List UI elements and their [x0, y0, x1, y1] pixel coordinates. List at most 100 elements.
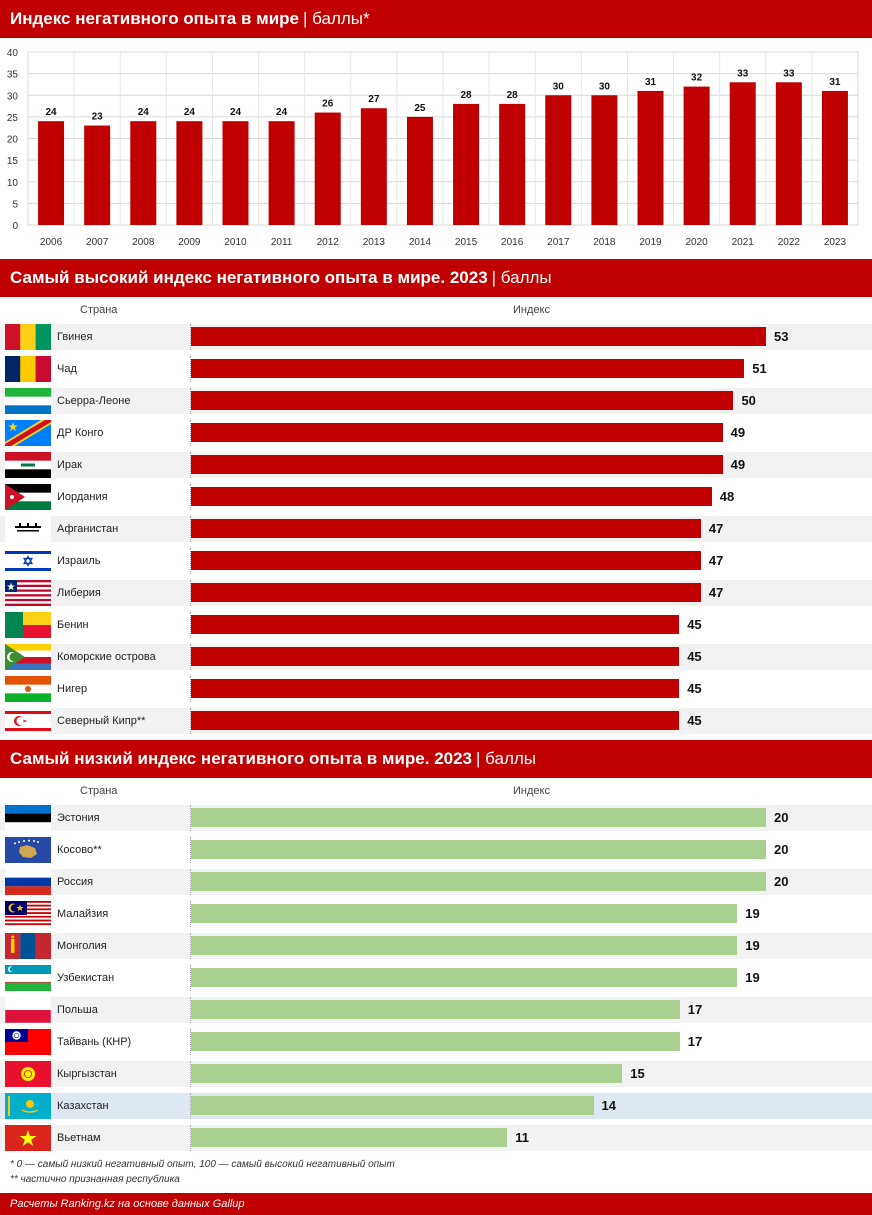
column-divider	[190, 1093, 191, 1119]
country-name: ДР Конго	[57, 427, 104, 439]
country-name: Вьетнам	[57, 1132, 101, 1144]
low-ranking-row: Россия 20	[0, 869, 872, 895]
high-ranking-row: Бенин 45	[0, 612, 872, 638]
high-section-unit: | баллы	[491, 268, 552, 287]
column-divider	[190, 452, 191, 478]
x-tick-label: 2008	[132, 237, 155, 248]
bar	[191, 583, 701, 602]
low-section-banner: Самый низкий индекс негативного опыта в …	[0, 740, 872, 778]
sierra-leone-flag-icon	[5, 388, 51, 414]
data-label: 45	[687, 649, 702, 664]
data-label: 20	[774, 810, 789, 825]
footnote-scale: * 0 — самый низкий негативный опыт, 100 …	[10, 1159, 395, 1170]
country-name: Сьерра-Леоне	[57, 395, 131, 407]
bar	[191, 551, 701, 570]
data-label: 17	[687, 1002, 703, 1017]
data-label: 32	[691, 73, 703, 84]
data-label: 24	[230, 107, 242, 118]
bar	[683, 86, 710, 225]
estonia-flag-icon	[5, 805, 51, 831]
yearly-column-chart: 0 5 10 15 20 25 30 35 40 24 2006 23 2007 24 2008 24 2009…	[7, 48, 859, 248]
country-name: Россия	[57, 876, 94, 888]
uzbekistan-flag-icon	[5, 965, 51, 991]
bar	[406, 116, 433, 225]
bar	[591, 95, 618, 225]
country-name: Нигер	[57, 683, 88, 695]
high-ranking-row: Чад 51	[0, 356, 872, 382]
data-label: 23	[92, 112, 104, 123]
bar	[191, 455, 723, 474]
bar	[499, 103, 526, 225]
footnotes: * 0 — самый низкий негативный опыт, 100 …	[10, 1157, 395, 1187]
column-divider	[190, 708, 191, 734]
y-tick-label: 10	[7, 178, 19, 189]
y-tick-label: 5	[12, 199, 18, 210]
column-divider	[190, 516, 191, 542]
bar	[191, 968, 738, 987]
bar	[637, 90, 664, 225]
x-tick-label: 2012	[317, 237, 340, 248]
x-tick-label: 2010	[224, 237, 247, 248]
bar	[191, 904, 738, 923]
column-divider	[190, 869, 191, 895]
low-ranking-row: Узбекистан 19	[0, 965, 872, 991]
column-divider	[190, 933, 191, 959]
high-ranking-row: Нигер 45	[0, 676, 872, 702]
bar	[130, 121, 157, 225]
x-tick-label: 2023	[824, 237, 847, 248]
mongolia-flag-icon	[5, 933, 51, 959]
chad-flag-icon	[5, 356, 51, 382]
data-label: 28	[460, 90, 472, 101]
data-label: 30	[599, 81, 611, 92]
high-ranking-row: Сьерра-Леоне 50	[0, 388, 872, 414]
data-label: 50	[741, 393, 756, 408]
data-label: 19	[745, 906, 760, 921]
x-tick-label: 2007	[86, 237, 109, 248]
data-label: 26	[322, 99, 334, 110]
data-label: 24	[138, 107, 150, 118]
column-divider	[190, 388, 191, 414]
x-tick-label: 2022	[778, 237, 801, 248]
low-section-unit: | баллы	[476, 749, 537, 768]
column-divider	[190, 901, 191, 927]
country-name: Израиль	[57, 555, 101, 567]
high-ranking-row: Израиль 47	[0, 548, 872, 574]
high-ranking-row: Ирак 49	[0, 452, 872, 478]
data-label: 49	[730, 457, 746, 472]
low-ranking-row: Вьетнам 11	[0, 1125, 872, 1151]
column-divider	[190, 580, 191, 606]
country-name: Коморские острова	[57, 651, 156, 663]
column-divider	[190, 420, 191, 446]
bar	[191, 359, 745, 378]
malaysia-flag-icon	[5, 901, 51, 927]
benin-flag-icon	[5, 612, 51, 638]
bar	[191, 519, 701, 538]
niger-flag-icon	[5, 676, 51, 702]
country-name: Ирак	[57, 459, 82, 471]
x-tick-label: 2017	[547, 237, 570, 248]
bar	[775, 82, 802, 226]
bar	[176, 121, 203, 225]
data-label: 17	[687, 1034, 703, 1049]
x-tick-label: 2016	[501, 237, 524, 248]
bar	[191, 423, 723, 442]
data-label: 51	[752, 361, 767, 376]
low-ranking-row: Казахстан 14	[0, 1093, 872, 1119]
taiwan-flag-icon	[5, 1029, 51, 1055]
high-ranking-row: Гвинея 53	[0, 324, 872, 350]
data-label: 31	[645, 77, 657, 88]
vietnam-flag-icon	[5, 1125, 51, 1151]
jordan-flag-icon	[5, 484, 51, 510]
guinea-flag-icon	[5, 324, 51, 350]
data-label: 19	[745, 938, 760, 953]
y-tick-label: 20	[7, 135, 19, 146]
low-col-index-header: Индекс	[513, 785, 550, 797]
data-label: 47	[708, 585, 724, 600]
data-label: 48	[719, 489, 735, 504]
country-name: Малайзия	[57, 908, 109, 920]
x-tick-label: 2018	[593, 237, 616, 248]
bar	[191, 327, 766, 346]
comoros-flag-icon	[5, 644, 51, 670]
bar	[191, 1000, 680, 1019]
bar	[268, 121, 295, 225]
